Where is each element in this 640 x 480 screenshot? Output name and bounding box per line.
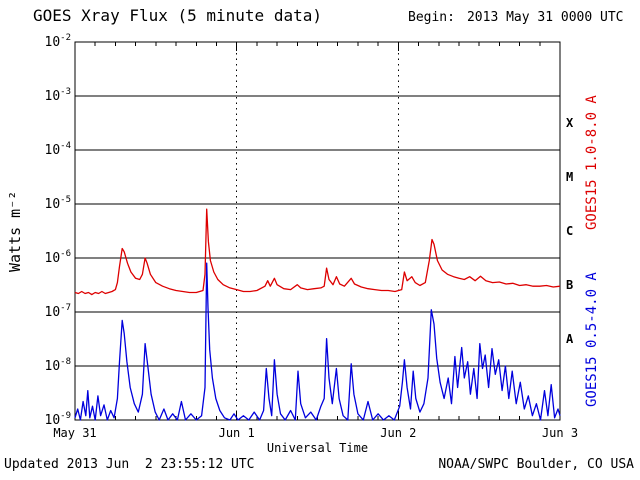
flare-class-A: A bbox=[566, 332, 574, 346]
begin-time: Begin: 2013 May 31 0000 UTC bbox=[408, 10, 624, 25]
x-tick-label: Jun 2 bbox=[380, 426, 416, 440]
y-tick-label: 10-3 bbox=[45, 87, 72, 104]
x-tick-label: May 31 bbox=[53, 426, 96, 440]
y-tick-label: 10-5 bbox=[45, 195, 72, 212]
y-tick-label: 10-6 bbox=[45, 249, 72, 266]
begin-value: 2013 May 31 0000 UTC bbox=[466, 10, 624, 25]
y-tick-label: 10-8 bbox=[45, 357, 72, 374]
y-tick-label: 10-9 bbox=[45, 411, 72, 428]
flare-class-C: C bbox=[566, 224, 573, 238]
flare-class-B: B bbox=[566, 278, 573, 292]
series-goes15-short bbox=[74, 262, 561, 421]
updated-timestamp: Updated 2013 Jun 2 23:55:12 UTC bbox=[4, 457, 255, 472]
flare-class-M: M bbox=[566, 170, 573, 184]
begin-label: Begin: bbox=[408, 10, 455, 25]
source-org: NOAA/SWPC Boulder, CO USA bbox=[438, 457, 634, 472]
flare-class-X: X bbox=[566, 116, 574, 130]
plot-frame bbox=[74, 41, 561, 421]
series-label-goes15-short: GOES15 0.5-4.0 A bbox=[584, 272, 600, 407]
x-tick-label: Jun 3 bbox=[542, 426, 578, 440]
x-axis-label: Universal Time bbox=[266, 441, 369, 455]
series-goes15-long bbox=[74, 208, 561, 296]
series-label-goes15-long: GOES15 1.0-8.0 A bbox=[584, 95, 600, 231]
x-tick-label: Jun 1 bbox=[219, 426, 255, 440]
chart-title: GOES Xray Flux (5 minute data) bbox=[33, 6, 322, 25]
y-axis-label: Watts m⁻² bbox=[6, 190, 24, 272]
y-tick-label: 10-7 bbox=[45, 303, 72, 320]
y-tick-label: 10-4 bbox=[45, 141, 72, 158]
y-tick-label: 10-2 bbox=[45, 33, 72, 50]
